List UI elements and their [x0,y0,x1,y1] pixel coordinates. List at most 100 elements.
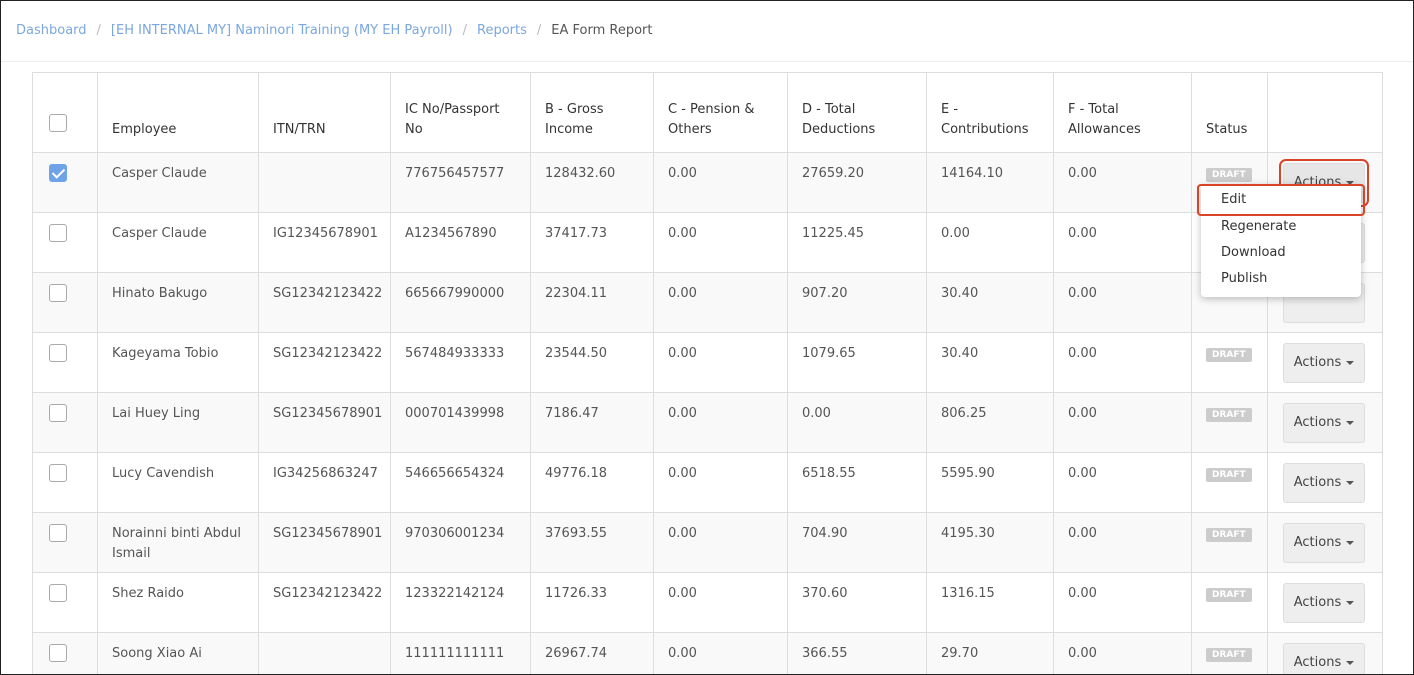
cell: 0.00 [1053,152,1192,213]
caret [1346,361,1355,365]
cell: Norainni binti Abdul Ismail [97,512,259,573]
cell [258,632,391,674]
cell: Hinato Bakugo [97,272,259,333]
cell: 370.60 [787,572,927,633]
header-cell: IC No/Passport No [390,72,531,153]
menu-item[interactable]: Download [1221,245,1286,260]
cell: 1316.15 [926,572,1054,633]
table-row: Kageyama Tobio SG12342123422 567484933333 2… [32,332,1383,393]
cell: 27659.20 [787,152,927,213]
cell: SG12342123422 [258,572,391,633]
table-row: Shez Raido SG12342123422 123322142124 11726… [32,572,1383,633]
cell [32,152,98,213]
status-badge: DRAFT [1206,588,1252,602]
cell: 4195.30 [926,512,1054,573]
cell [32,332,98,393]
cell: 567484933333 [390,332,531,393]
cell: 546656654324 [390,452,531,513]
cell: DRAFT [1191,392,1268,453]
cell: 0.00 [653,572,788,633]
actions-button[interactable]: Actions [1283,643,1365,674]
cell: 37693.55 [530,512,654,573]
caret [1346,541,1355,545]
cell: 0.00 [1053,512,1192,573]
actions-button[interactable]: Actions [1283,463,1365,503]
cell: 23544.50 [530,332,654,393]
cell: 128432.60 [530,152,654,213]
cell: 37417.73 [530,212,654,273]
cell: Lucy Cavendish [97,452,259,513]
breadcrumb-item[interactable]: [EH INTERNAL MY] Naminori Training (MY E… [110,23,453,38]
breadcrumb-item[interactable]: Dashboard [16,23,87,38]
cell: 704.90 [787,512,927,573]
row-checkbox[interactable] [49,464,67,482]
breadcrumb: Dashboard / [EH INTERNAL MY] Naminori Trai… [16,23,652,38]
cell: 806.25 [926,392,1054,453]
row-checkbox[interactable] [49,284,67,302]
table-row: Norainni binti Abdul Ismail SG12345678901… [32,512,1383,573]
cell: DRAFT [1191,632,1268,674]
cell: 30.40 [926,332,1054,393]
cell: 0.00 [1053,272,1192,333]
button-label: Actions [1293,595,1342,610]
header-cell: F - Total Allowances [1053,72,1192,153]
cell: 30.40 [926,272,1054,333]
cell: 22304.11 [530,272,654,333]
cell: 11225.45 [787,212,927,273]
select-all-checkbox[interactable] [49,114,67,132]
header-cell: E - Contributions [926,72,1054,153]
cell: IG12345678901 [258,212,391,273]
cell: Actions [1267,512,1383,573]
cell: DRAFT [1191,512,1268,573]
actions-button[interactable]: Actions [1283,583,1365,623]
header-cell: Employee [97,72,259,153]
row-checkbox[interactable] [49,404,67,422]
actions-button[interactable]: Actions [1283,403,1365,443]
row-checkbox[interactable] [49,644,67,662]
cell: DRAFT [1191,452,1268,513]
cell: 6518.55 [787,452,927,513]
cell: IG34256863247 [258,452,391,513]
cell: 0.00 [653,152,788,213]
divider [1,61,1413,62]
table-row: Hinato Bakugo SG12342123422 665667990000 22… [32,272,1383,333]
actions-menu: Edit Regenerate Download Publish [1197,184,1365,297]
cell: 970306001234 [390,512,531,573]
header-cell [1267,72,1383,153]
status-badge: DRAFT [1206,648,1252,662]
cell: 0.00 [1053,392,1192,453]
row-checkbox[interactable] [49,224,67,242]
row-checkbox[interactable] [49,164,67,182]
cell [32,392,98,453]
table-row: Lucy Cavendish IG34256863247 546656654324 4… [32,452,1383,513]
actions-button[interactable]: Actions [1283,343,1365,383]
status-badge: DRAFT [1206,528,1252,542]
cell: 0.00 [1053,632,1192,674]
caret [1346,181,1355,185]
actions-button[interactable]: Actions [1283,523,1365,563]
breadcrumb-item: EA Form Report [551,23,653,38]
button-label: Actions [1293,655,1342,670]
breadcrumb-item[interactable]: Reports [477,23,527,38]
table-row: Casper Claude IG12345678901 A1234567890 374… [32,212,1383,273]
row-checkbox[interactable] [49,344,67,362]
cell: SG12342123422 [258,332,391,393]
cell: 0.00 [1053,452,1192,513]
ea-form-table: Employee ITN/TRN IC No/Passport No B - Gros… [32,72,1383,674]
cell: Casper Claude [97,152,259,213]
cell [32,212,98,273]
menu-item[interactable]: Publish [1221,271,1268,286]
header-cell: D - Total Deductions [787,72,927,153]
button-label: Actions [1293,475,1342,490]
cell: 29.70 [926,632,1054,674]
row-checkbox[interactable] [49,584,67,602]
cell: Actions [1267,452,1383,513]
cell: 0.00 [653,632,788,674]
menu-item[interactable]: Regenerate [1221,219,1297,234]
cell: DRAFT [1191,572,1268,633]
menu-item[interactable]: Edit [1197,184,1365,216]
row-checkbox[interactable] [49,524,67,542]
cell: Soong Xiao Ai [97,632,259,674]
cell: 776756457577 [390,152,531,213]
